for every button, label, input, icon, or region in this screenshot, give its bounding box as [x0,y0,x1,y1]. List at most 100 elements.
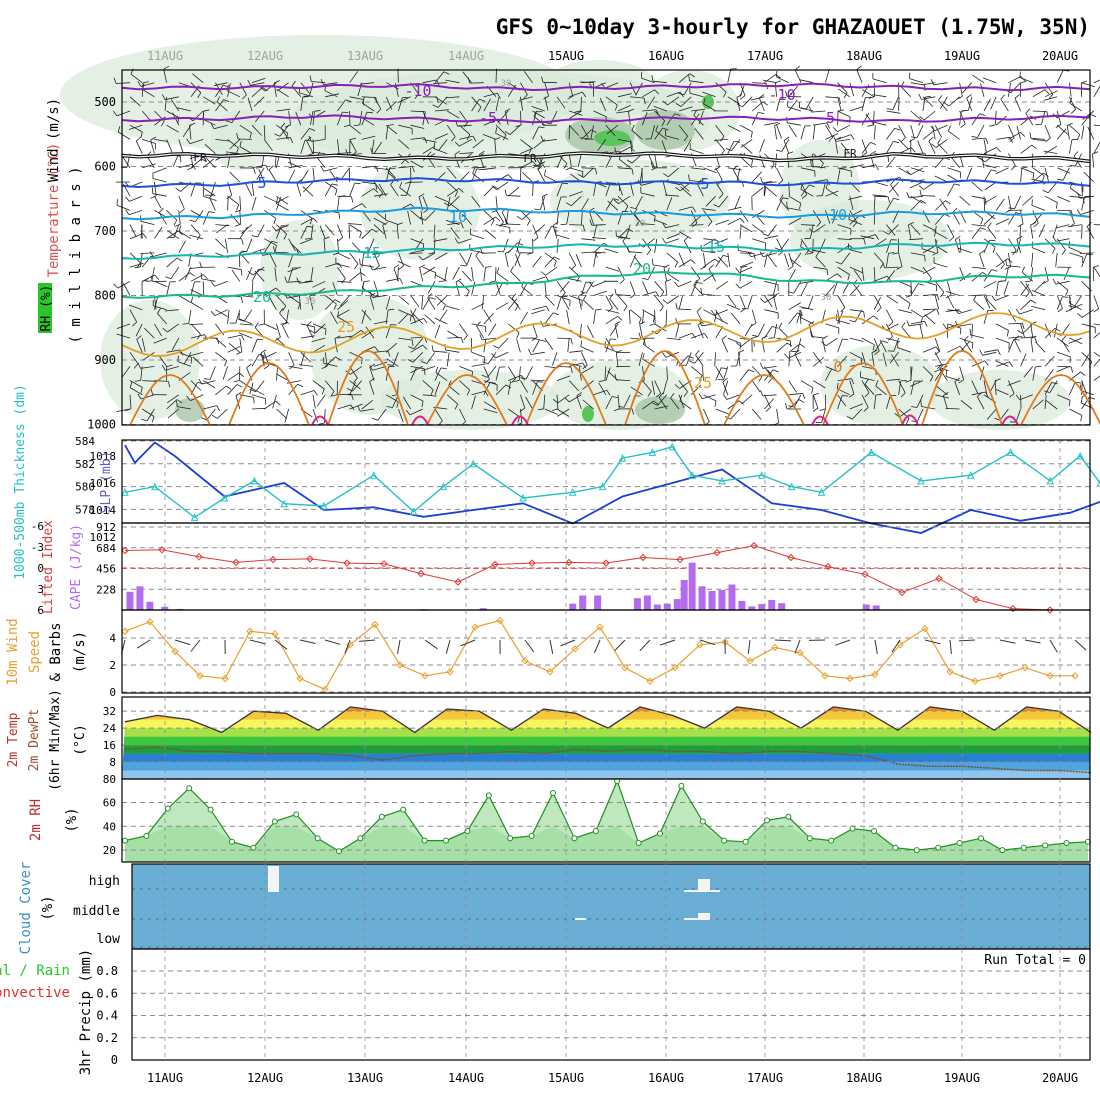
thickness-tick: 580 [75,481,95,494]
wind-barb [983,239,990,254]
wind-barb-flag [282,321,288,326]
wind-barb [910,381,915,395]
rh2m-unit: (%) [64,807,80,832]
wind-barb [544,312,554,325]
wind-barb [361,165,376,169]
wind-barb [299,280,314,284]
wind-speed-marker [221,674,229,683]
wind-barb-flag [354,182,361,185]
wind-barb-flag [638,332,641,339]
wind-barb [994,380,997,395]
wind-barb [665,238,680,244]
wind-barb [251,268,259,282]
wind-barb [190,302,204,311]
wind-barb [222,366,228,380]
wind-barb [629,281,636,295]
wind-barb [922,266,932,279]
wind-barb-flag [260,87,266,92]
wind-barb-flag [639,321,646,325]
wind-barb [427,297,436,310]
wind-barb [776,342,788,353]
wind-barb [935,139,948,148]
wind-barb-flag [653,400,659,406]
wind-barb [678,206,693,211]
wind-barb-flag [582,91,587,98]
wind-barb [544,337,554,350]
wind-barb [652,80,667,84]
wind-barb [158,212,167,225]
wind-barb [691,108,706,112]
thickness-marker [867,448,876,456]
wind-barb [698,110,704,125]
wind-barb [276,195,289,204]
wind-barb [750,96,765,101]
wind-speed-marker [396,661,404,669]
wind-barb [446,167,457,179]
wind-barb [901,327,912,339]
wind-barb-flag [886,108,893,110]
wind-barb [675,323,680,338]
wind-barb [144,327,155,339]
wind-barb [361,135,376,140]
wind-barb [544,96,549,111]
wind-barb [385,296,391,310]
wind-barb [1055,280,1070,285]
wind-barb [629,82,637,96]
dewpt2m-label: 2m DewPt [27,709,42,772]
wind-barb [288,253,294,268]
wind-barb [658,397,668,410]
wind-barb [654,380,662,394]
wind-barb-flag [247,79,251,86]
wind-barb-flag [297,303,301,310]
wind-barb-flag [423,318,428,324]
wind-barb [702,366,704,381]
wind-barb [446,196,451,211]
wind-barb [561,297,570,310]
wind-barb-flag [937,138,942,144]
wind-barb [264,323,278,330]
wind-barb [730,408,741,420]
wind-barb [762,366,777,369]
wind-barb [337,266,346,279]
wind-barb-flag [771,163,775,169]
wind-barb [886,156,896,169]
wind-barb [498,337,509,349]
wind-barb [135,140,143,154]
wind-barb [958,247,972,254]
thickness-marker [409,507,418,516]
wind-barb [337,196,340,211]
wind-barb [146,408,155,422]
wind-barb [116,408,131,412]
wind-barb-flag [479,98,486,102]
wind-barb [569,224,584,226]
wind-barb [1044,369,1054,381]
wind-barb [382,225,387,239]
wind-barb [892,96,899,110]
wind-barb-flag [363,280,370,282]
wind-barb [1074,639,1087,651]
wind-barb [373,224,385,235]
wind-barb-flag [1045,137,1051,143]
wind-barb [954,239,960,254]
wind-barb-flag [778,251,784,256]
wind-barb [552,352,558,366]
wind-barb-flag [353,377,358,383]
wind-barb-flag [430,389,434,396]
wind-barb-flag [958,379,964,384]
wind-barb-flag [361,203,367,209]
wind-barb [494,139,497,154]
wind-barb-flag [699,375,703,381]
wind-barb [807,295,814,309]
wind-barb [678,124,689,137]
wind-barb [154,226,163,239]
wind-barb-flag [762,233,769,237]
wind-barb-flag [275,197,278,204]
wind-barb [462,213,472,225]
wind-barb [408,252,423,255]
wind-barb [678,296,683,310]
wind-barb-flag [871,349,878,353]
wind-barb [507,186,520,197]
wind-barb [296,182,302,197]
wind-barb [1069,124,1081,135]
wind-barb [372,295,387,298]
